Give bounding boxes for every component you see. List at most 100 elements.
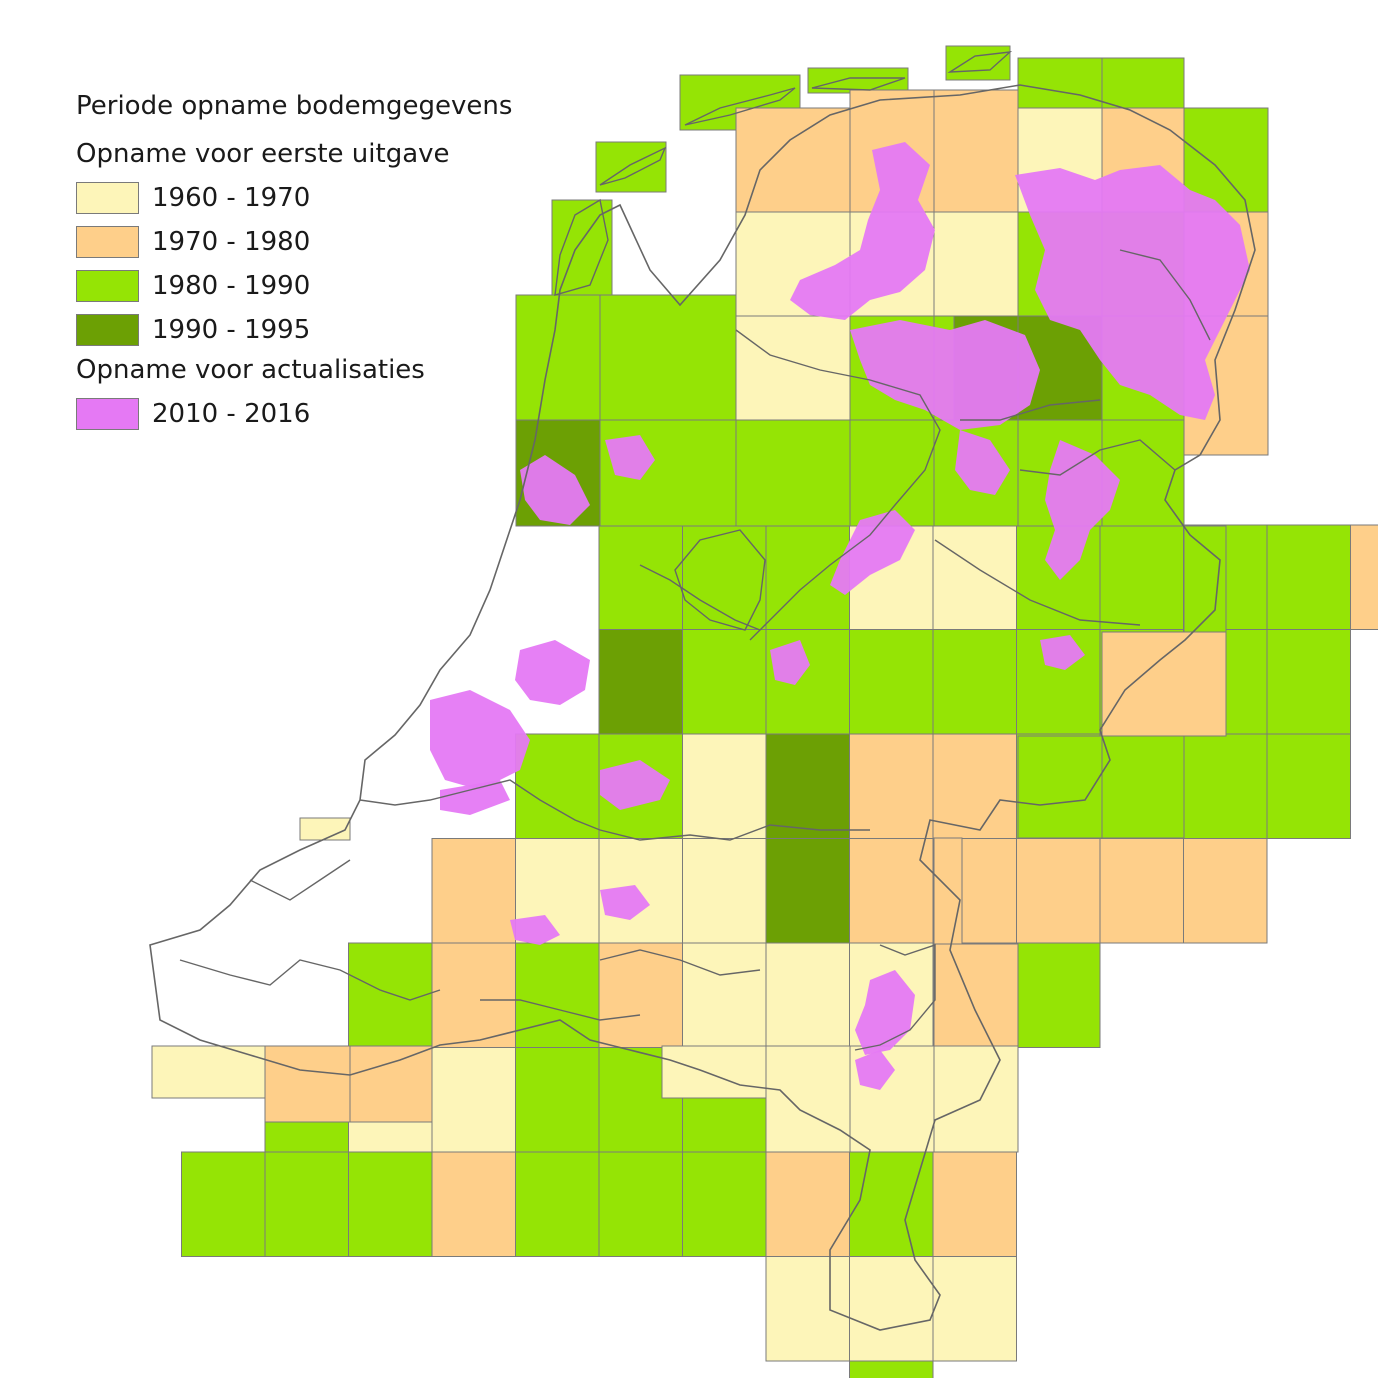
tile-vlaardingen [299, 817, 351, 841]
tile-medemblik [765, 629, 850, 735]
boundary-line [249, 859, 351, 901]
tile-roermond [765, 1256, 850, 1362]
tile-tilburg [515, 1151, 600, 1257]
map-legend: Periode opname bodemgegevens Opname voor… [76, 88, 512, 436]
tile-schiermonnikoog [1017, 57, 1103, 109]
tile-gouda [431, 942, 516, 1048]
legend-label-1980-1990: 1980 - 1990 [152, 271, 311, 301]
tile-groningen-nw [1101, 57, 1185, 109]
update-patch-purmerend [605, 435, 655, 480]
legend-item-1970-1980: 1970 - 1980 [76, 220, 512, 264]
legend-first-edition-list: 1960 - 1970 1970 - 1980 1980 - 1990 1990… [76, 176, 512, 352]
tile-texel-n [551, 199, 613, 296]
legend-section-updates: Opname voor actualisaties [76, 355, 425, 385]
tile-den-bosch [515, 1047, 600, 1153]
legend-label-1960-1970: 1960 - 1970 [152, 183, 311, 213]
tile-wieringen-n [599, 294, 737, 421]
tile-limburg-e [933, 1045, 1019, 1153]
update-patch-veluwe-rim [1045, 440, 1120, 580]
boundary-line [639, 564, 761, 631]
tile-grootegast [933, 211, 1019, 317]
boundary-line [359, 779, 870, 841]
tile-urk [849, 629, 934, 735]
legend-title: Periode opname bodemgegevens [76, 91, 513, 121]
tile-bergen-op-zoom [348, 1151, 433, 1257]
tile-den-helder-n [515, 294, 601, 421]
tile-ede [765, 942, 850, 1048]
update-patch-woerden [440, 780, 510, 815]
legend-swatch-2010-2016 [76, 398, 139, 430]
tile-bolsward [735, 315, 851, 421]
boundary-line [934, 539, 1141, 626]
tile-middelburg [181, 1151, 266, 1257]
tile-noordoost-n [849, 419, 935, 527]
tile-tiel [682, 942, 767, 1048]
island-ameland [811, 77, 906, 91]
update-patch-leiden [430, 690, 530, 790]
boundary-line [854, 944, 936, 1051]
legend-swatch-1970-1980 [76, 226, 139, 258]
tile-leiden [431, 838, 516, 944]
tile-aalten [1016, 942, 1101, 1048]
tile-hoorn [682, 629, 767, 735]
legend-swatch-1980-1990 [76, 270, 139, 302]
tile-harlingen [735, 107, 851, 213]
national-boundary-line [149, 84, 1256, 1331]
tile-den-helder [598, 524, 683, 630]
boundary-line [480, 999, 641, 1021]
province-outlines [149, 51, 1256, 1331]
island-vlieland [599, 146, 667, 186]
tile-eibergen [1016, 838, 1101, 944]
tile-echt [932, 1256, 1017, 1362]
update-patch-twente [955, 430, 1010, 495]
tile-peel-se [933, 943, 1019, 1047]
tile-ter-apel [1350, 524, 1378, 630]
update-patch-drenthe-north [1015, 165, 1250, 420]
tile-eindhoven [598, 1151, 683, 1257]
tile-oost-achterhoek [1017, 735, 1103, 839]
tile-haarlem [515, 733, 600, 839]
legend-item-1990-1995: 1990 - 1995 [76, 308, 512, 352]
tile-raalte [932, 733, 1017, 839]
tile-deventer [849, 838, 934, 944]
boundary-line [735, 329, 941, 641]
tile-enschede [1183, 733, 1268, 839]
legend-item-2010-2016: 2010 - 2016 [76, 392, 512, 436]
tile-venray [932, 1151, 1017, 1257]
tile-gorinchem [598, 942, 683, 1048]
tile-amersfoort [682, 838, 767, 944]
tile-lemmer [932, 524, 1017, 630]
tile-noordholland-c [735, 419, 851, 527]
tile-twente-e [1183, 525, 1227, 633]
legend-label-1970-1980: 1970 - 1980 [152, 227, 311, 257]
update-patch-peel [855, 970, 915, 1055]
tile-emmeloord [932, 629, 1017, 735]
update-patch-haarlem [515, 640, 590, 705]
tile-lelystad [682, 733, 767, 839]
tile-vlieland-w [595, 141, 667, 193]
tile-sluis [264, 1045, 351, 1123]
legend-item-1960-1970: 1960 - 1970 [76, 176, 512, 220]
island-flevoland [674, 529, 766, 631]
tile-weert [849, 1256, 934, 1362]
update-patch-drenthe-central [850, 320, 1040, 430]
legend-label-1990-1995: 1990 - 1995 [152, 315, 311, 345]
update-areas-layer [430, 142, 1250, 1090]
tile-twente-se [1101, 631, 1227, 737]
boundary-line [599, 949, 761, 976]
update-patch-gouda [600, 760, 670, 810]
tile-alkmaar [598, 629, 683, 735]
tile-sittard [849, 1360, 934, 1378]
boundary-line [179, 959, 441, 1001]
tile-apeldoorn [765, 838, 850, 944]
tile-den-haag [348, 942, 433, 1048]
tile-steenwijk [1099, 524, 1184, 630]
legend-swatch-1960-1970 [76, 182, 139, 214]
update-patch-alkmaar [520, 455, 590, 525]
tile-baarle [661, 1045, 767, 1099]
tile-harderwijk [765, 733, 850, 839]
tile-oldenzaal [1266, 733, 1351, 839]
tile-woerden [515, 942, 600, 1048]
update-patch-friesland [790, 142, 935, 320]
